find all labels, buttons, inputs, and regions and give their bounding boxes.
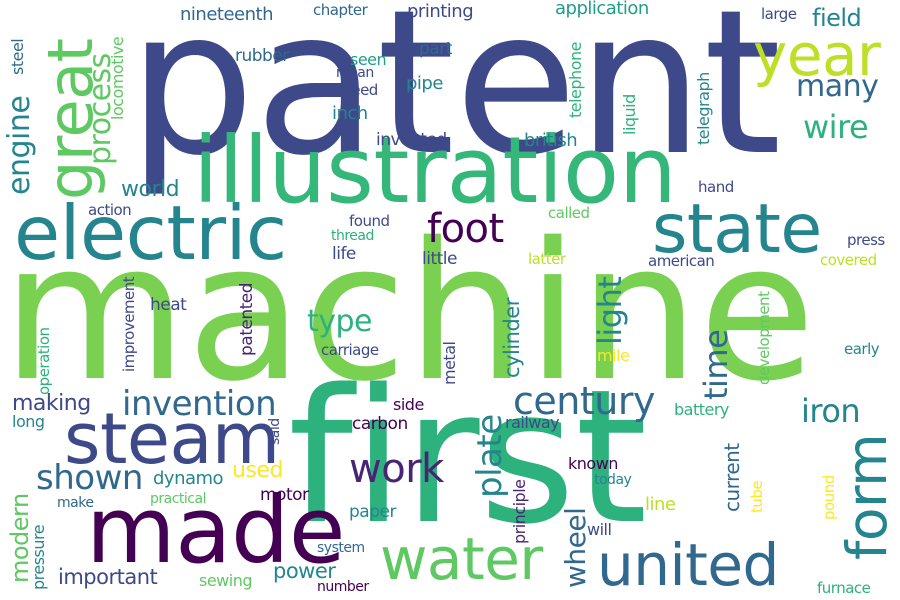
word-wheel: wheel: [559, 507, 592, 588]
word-plate: plate: [470, 414, 510, 498]
word-principle: principle: [510, 479, 529, 544]
word-pound: pound: [820, 475, 838, 520]
word-hand: hand: [698, 178, 734, 196]
word-light: light: [591, 276, 629, 345]
word-life: life: [332, 244, 356, 264]
word-patented: patented: [237, 282, 257, 356]
word-battery: battery: [674, 400, 729, 419]
word-machine: machine: [2, 202, 816, 423]
word-part: part: [419, 39, 452, 59]
word-system: system: [317, 540, 365, 556]
word-carriage: carriage: [321, 341, 379, 359]
word-mile: mile: [597, 346, 630, 365]
word-work: work: [349, 446, 444, 492]
word-dynamo: dynamo: [153, 468, 224, 489]
word-patent: patent: [128, 0, 782, 200]
word-liquid: liquid: [620, 94, 639, 135]
word-many: many: [796, 69, 879, 104]
word-large: large: [761, 5, 797, 23]
word-engine: engine: [2, 95, 37, 195]
word-application: application: [555, 0, 649, 19]
word-development: development: [755, 291, 773, 385]
word-found: found: [349, 212, 390, 230]
word-world: world: [121, 177, 180, 202]
word-today: today: [594, 472, 632, 488]
word-said: said: [267, 418, 283, 445]
word-pipe: pipe: [406, 73, 443, 94]
word-little: little: [422, 249, 457, 269]
word-known: known: [568, 454, 618, 473]
word-important: important: [58, 565, 158, 589]
word-making: making: [12, 391, 91, 416]
word-sewing: sewing: [199, 571, 253, 590]
word-american: american: [648, 252, 715, 270]
word-latter: latter: [528, 250, 566, 268]
word-thread: thread: [331, 228, 374, 244]
word-invention: invention: [122, 384, 277, 424]
word-telegraph: telegraph: [694, 72, 713, 145]
word-foot: foot: [427, 206, 504, 252]
word-telephone: telephone: [566, 42, 585, 118]
word-state: state: [652, 190, 822, 269]
word-steel: steel: [8, 38, 27, 75]
word-make: make: [57, 495, 94, 511]
word-furnace: furnace: [817, 579, 871, 597]
word-carbon: carbon: [352, 414, 408, 434]
word-made: made: [86, 477, 346, 584]
word-british: british: [524, 130, 578, 151]
word-chapter: chapter: [313, 1, 368, 19]
word-cylinder: cylinder: [500, 298, 524, 378]
word-number: number: [317, 579, 369, 595]
word-steam: steam: [64, 398, 280, 480]
word-type: type: [307, 304, 373, 339]
word-field: field: [812, 4, 862, 32]
word-form: form: [835, 433, 899, 560]
word-invented: invented: [376, 130, 447, 150]
word-united: united: [597, 531, 779, 599]
word-first: first: [288, 349, 648, 565]
word-locomotive: locomotive: [108, 36, 127, 120]
word-inch: inch: [332, 103, 368, 124]
word-railway: railway: [505, 413, 560, 432]
word-mean: mean: [336, 65, 374, 81]
word-time: time: [697, 329, 735, 400]
word-tube: tube: [748, 480, 766, 513]
word-covered: covered: [820, 251, 877, 269]
word-metal: metal: [440, 341, 459, 385]
word-will: will: [587, 520, 612, 539]
word-iron: iron: [801, 392, 861, 430]
word-side: side: [393, 395, 424, 414]
word-paper: paper: [349, 502, 396, 522]
word-current: current: [720, 443, 744, 512]
word-seen: seen: [350, 50, 387, 69]
word-power: power: [273, 559, 336, 583]
word-improvement: improvement: [120, 276, 138, 372]
word-electric: electric: [14, 189, 287, 277]
word-line: line: [645, 494, 676, 515]
word-called: called: [548, 204, 590, 222]
word-century: century: [513, 379, 655, 423]
word-early: early: [844, 340, 880, 358]
word-operation: operation: [35, 327, 53, 395]
word-action: action: [88, 201, 132, 219]
word-practical: practical: [150, 491, 206, 507]
word-pressure: pressure: [29, 524, 48, 590]
word-heat: heat: [150, 295, 187, 315]
word-shown: shown: [36, 458, 143, 498]
word-water: water: [380, 525, 543, 593]
word-long: long: [12, 412, 45, 431]
word-printing: printing: [407, 1, 474, 22]
word-illustration: illustration: [193, 117, 677, 224]
word-wire: wire: [803, 108, 869, 146]
word-year: year: [753, 21, 881, 89]
word-nineteenth: nineteenth: [180, 4, 273, 25]
word-rubber: rubber: [235, 46, 289, 66]
word-press: press: [847, 231, 885, 249]
word-motor: motor: [260, 485, 309, 505]
word-used: used: [232, 458, 283, 483]
word-speed: speed: [335, 81, 378, 99]
